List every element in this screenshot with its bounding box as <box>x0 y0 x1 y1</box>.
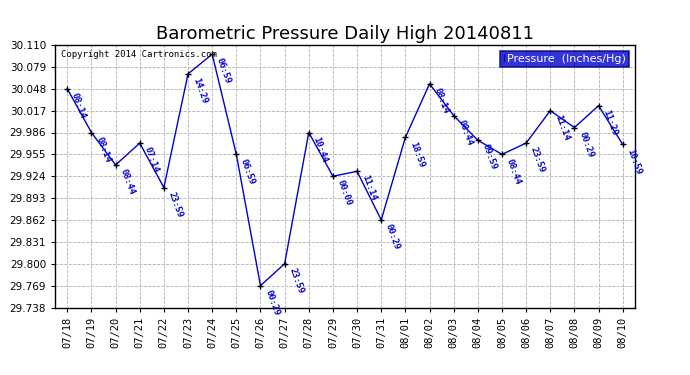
Text: 00:29: 00:29 <box>264 288 281 317</box>
Text: 23:59: 23:59 <box>288 267 305 295</box>
Text: 11:29: 11:29 <box>602 108 619 137</box>
Text: 08:14: 08:14 <box>433 87 450 115</box>
Text: 10:59: 10:59 <box>626 147 643 176</box>
Text: 07:14: 07:14 <box>143 146 160 174</box>
Text: 00:29: 00:29 <box>578 130 595 159</box>
Text: 06:59: 06:59 <box>239 157 257 186</box>
Text: 00:00: 00:00 <box>336 179 353 207</box>
Text: 00:29: 00:29 <box>384 223 402 251</box>
Text: 08:44: 08:44 <box>457 118 474 147</box>
Text: 14:29: 14:29 <box>191 77 208 105</box>
Text: 06:59: 06:59 <box>215 57 233 85</box>
Text: 18:59: 18:59 <box>408 140 426 168</box>
Text: Copyright 2014 Cartronics.com: Copyright 2014 Cartronics.com <box>61 50 217 59</box>
Legend: Pressure  (Inches/Hg): Pressure (Inches/Hg) <box>500 51 629 67</box>
Text: 11:14: 11:14 <box>553 113 571 142</box>
Text: 11:14: 11:14 <box>360 174 377 202</box>
Text: 23:59: 23:59 <box>167 190 184 219</box>
Text: 08:14: 08:14 <box>95 135 112 164</box>
Text: 08:44: 08:44 <box>119 168 136 196</box>
Text: 09:59: 09:59 <box>481 143 498 171</box>
Text: 08:14: 08:14 <box>70 92 88 120</box>
Title: Barometric Pressure Daily High 20140811: Barometric Pressure Daily High 20140811 <box>156 26 534 44</box>
Text: 10:44: 10:44 <box>312 135 329 164</box>
Text: 23:59: 23:59 <box>529 146 546 174</box>
Text: 08:44: 08:44 <box>505 157 522 186</box>
